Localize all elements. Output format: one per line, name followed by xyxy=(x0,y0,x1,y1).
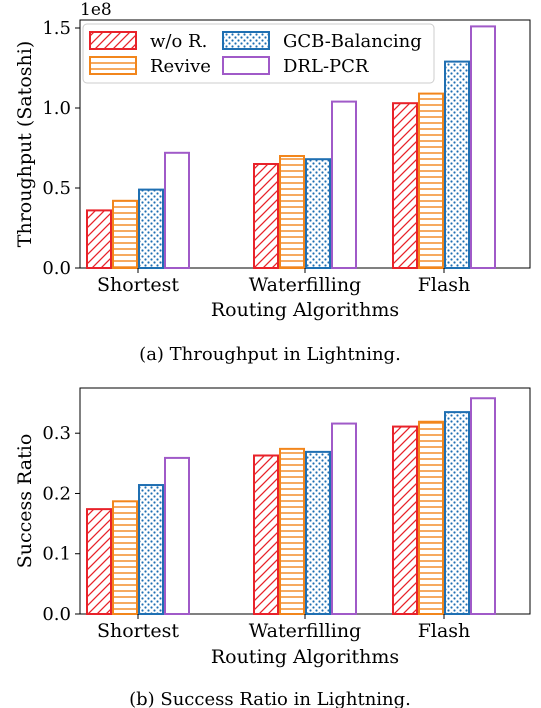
legend-swatch xyxy=(89,56,137,75)
throughput-chart: 0.0 0.5 1.0 1.5 Shortest Waterfilling Flash 1… xyxy=(14,0,531,321)
bar-revive-flash xyxy=(418,420,444,615)
legend: w/o R. Revive GCB-Balancing DRL-PCR xyxy=(82,23,435,84)
legend-label: Revive xyxy=(150,56,211,77)
x-tick-label: Flash xyxy=(418,274,471,296)
bar-w-o-r--waterfilling xyxy=(253,163,279,269)
y-tick-label: 1.5 xyxy=(42,18,71,39)
y-tick-label: 0.1 xyxy=(42,544,71,565)
y-tick-label: 0.3 xyxy=(42,423,71,444)
bar-revive-shortest xyxy=(112,500,138,615)
bar-w-o-r--flash xyxy=(392,102,418,269)
y-tick: 0.0 xyxy=(42,258,80,279)
bar-gcb-balancing-shortest xyxy=(138,484,164,615)
x-axis-label: Routing Algorithms xyxy=(211,299,399,321)
x-tick-label: Shortest xyxy=(97,274,179,296)
y-tick-label: 0.2 xyxy=(42,483,71,504)
y-tick-label: 0.0 xyxy=(42,604,71,625)
legend-label: w/o R. xyxy=(150,31,207,52)
y-tick: 0.3 xyxy=(42,423,80,444)
y-tick-label: 1.0 xyxy=(42,98,71,119)
caption-a: (a) Throughput in Lightning. xyxy=(139,344,401,365)
bar-w-o-r--waterfilling xyxy=(253,454,279,615)
bar-w-o-r--shortest xyxy=(86,209,112,269)
y-tick: 0.1 xyxy=(42,544,80,565)
bar-drl-pcr-shortest xyxy=(164,151,190,269)
bar-revive-waterfilling xyxy=(279,155,305,269)
bar-drl-pcr-waterfilling xyxy=(331,100,357,269)
bar-revive-flash xyxy=(418,92,444,269)
bar-drl-pcr-flash xyxy=(470,25,496,270)
legend-swatch xyxy=(89,31,137,50)
x-axis-label: Routing Algorithms xyxy=(211,646,399,668)
bar-revive-waterfilling xyxy=(279,447,305,615)
y-tick: 1.0 xyxy=(42,98,80,119)
legend-swatch xyxy=(222,56,270,75)
bar-drl-pcr-flash xyxy=(470,397,496,615)
legend-label: DRL-PCR xyxy=(283,56,369,77)
bar-drl-pcr-waterfilling xyxy=(331,422,357,616)
bar-gcb-balancing-flash xyxy=(444,411,470,615)
bar-drl-pcr-shortest xyxy=(164,456,190,615)
y-tick: 0.0 xyxy=(42,604,80,625)
bar-gcb-balancing-waterfilling xyxy=(305,158,331,269)
y-tick: 0.2 xyxy=(42,483,80,504)
legend-swatch xyxy=(222,31,270,50)
bar-gcb-balancing-flash xyxy=(444,60,470,269)
y-tick-label: 0.5 xyxy=(42,178,71,199)
y-axis-label: Throughput (Satoshi) xyxy=(14,41,36,247)
x-tick-label: Flash xyxy=(418,620,471,642)
caption-b: (b) Success Ratio in Lightning. xyxy=(129,689,411,708)
y-tick: 1.5 xyxy=(42,18,80,39)
x-tick-label: Shortest xyxy=(97,620,179,642)
bar-gcb-balancing-waterfilling xyxy=(305,450,331,615)
bar-revive-shortest xyxy=(112,199,138,269)
success-ratio-chart: 0.0 0.1 0.2 0.3 Shortest Waterfilling Flash S… xyxy=(14,387,531,668)
y-axis-label: Success Ratio xyxy=(14,434,36,569)
legend-frame xyxy=(82,23,435,84)
y-tick: 0.5 xyxy=(42,178,80,199)
bar-w-o-r--flash xyxy=(392,425,418,616)
bar-w-o-r--shortest xyxy=(86,508,112,615)
x-tick-label: Waterfilling xyxy=(249,620,361,642)
scale-factor-label: 1e8 xyxy=(80,0,112,20)
y-tick-label: 0.0 xyxy=(42,258,71,279)
x-tick-label: Waterfilling xyxy=(249,274,361,296)
bar-gcb-balancing-shortest xyxy=(138,188,164,270)
legend-label: GCB-Balancing xyxy=(283,31,422,52)
